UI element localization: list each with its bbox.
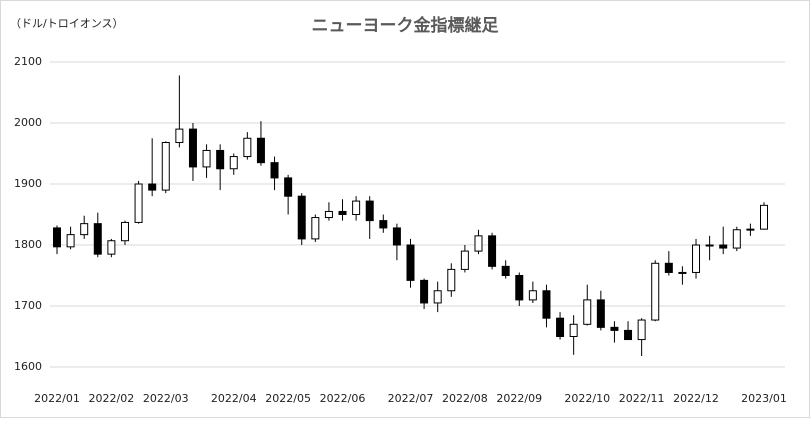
- candle-body: [692, 244, 701, 273]
- candle-body: [624, 329, 633, 341]
- candle-body: [596, 299, 605, 328]
- candle-body: [161, 142, 170, 191]
- y-tick-label: 2000: [14, 116, 42, 129]
- y-tick-label: 1900: [14, 177, 42, 190]
- candle-body: [664, 262, 673, 273]
- candle-body: [637, 319, 646, 341]
- x-tick-label: 2022/08: [442, 392, 488, 405]
- y-tick-label: 1600: [14, 360, 42, 373]
- candle-body: [528, 290, 537, 301]
- chart-title: ニューヨーク金指標継足: [312, 15, 499, 36]
- candle-body: [107, 240, 116, 255]
- x-tick-label: 2022/03: [143, 392, 189, 405]
- candle-body: [243, 137, 252, 158]
- candle-body: [447, 268, 456, 292]
- x-tick-label: 2022/02: [89, 392, 135, 405]
- y-tick-label: 1800: [14, 238, 42, 251]
- candle-body: [719, 244, 728, 249]
- candle-body: [433, 290, 442, 304]
- x-tick-label: 2022/10: [564, 392, 610, 405]
- candle-body: [120, 221, 129, 242]
- candle-body: [501, 265, 510, 277]
- candle-body: [556, 317, 565, 338]
- candle-body: [66, 234, 75, 248]
- candle-body: [474, 235, 483, 252]
- candle-body: [542, 290, 551, 319]
- y-tick-label: 2100: [14, 55, 42, 68]
- candle-body: [365, 200, 374, 222]
- candle-body: [284, 177, 293, 197]
- candle-body: [705, 244, 714, 247]
- candle-body: [202, 149, 211, 168]
- x-tick-label: 2022/12: [673, 392, 719, 405]
- candle-body: [678, 271, 687, 274]
- y-axis-label: （ドル/トロイオンス）: [10, 17, 124, 30]
- candle-body: [651, 262, 660, 321]
- candle-body: [134, 183, 143, 223]
- candle-body: [270, 162, 279, 179]
- x-tick-label: 2023/01: [741, 392, 787, 405]
- candle-body: [610, 326, 619, 331]
- candle-body: [352, 200, 361, 216]
- candle-body: [460, 250, 469, 270]
- x-tick-label: 2022/01: [34, 392, 80, 405]
- candle-body: [229, 156, 238, 170]
- x-tick-label: 2022/11: [619, 392, 665, 405]
- x-tick-label: 2022/04: [211, 392, 257, 405]
- candle-body: [311, 217, 320, 240]
- candle-body: [216, 149, 225, 170]
- candle-body: [488, 235, 497, 267]
- x-tick-label: 2022/06: [320, 392, 366, 405]
- x-tick-label: 2022/05: [265, 392, 311, 405]
- y-tick-label: 1700: [14, 299, 42, 312]
- candle-body: [760, 204, 768, 230]
- candle-body: [569, 323, 578, 337]
- candle-body: [392, 227, 401, 246]
- candle-body: [379, 220, 388, 229]
- candle-body: [515, 275, 524, 301]
- candle-body: [746, 228, 755, 231]
- x-tick-label: 2022/09: [496, 392, 542, 405]
- candle-body: [93, 223, 102, 255]
- candle-body: [148, 183, 157, 191]
- candle-body: [188, 128, 197, 168]
- candle-body: [583, 299, 592, 325]
- candle-body: [324, 210, 333, 219]
- candle-body: [53, 227, 61, 248]
- candle-body: [80, 223, 89, 236]
- candle-body: [256, 137, 265, 164]
- candle-body: [732, 229, 741, 249]
- x-tick-label: 2022/07: [388, 392, 434, 405]
- candle-body: [297, 195, 306, 240]
- candle-body: [406, 244, 415, 281]
- candle-body: [420, 279, 429, 304]
- candle-body: [338, 210, 347, 215]
- candle-body: [175, 128, 184, 144]
